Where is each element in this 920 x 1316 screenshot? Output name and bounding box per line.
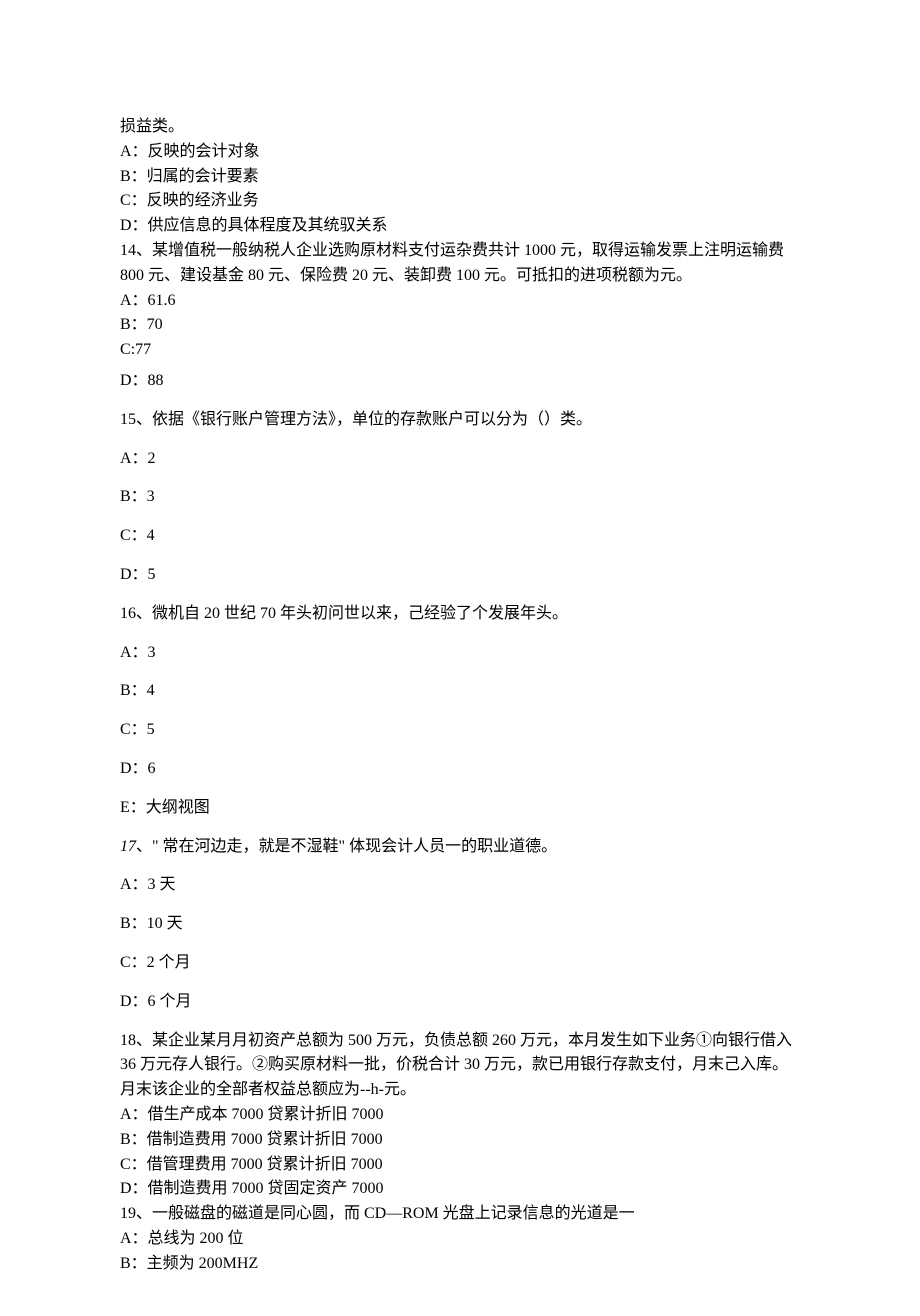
q14-option-b: B：70	[120, 313, 800, 338]
q18-option-d: D：借制造费用 7000 贷固定资产 7000	[120, 1177, 800, 1202]
q15-option-d: D：5	[120, 563, 800, 588]
q17-number: 17	[120, 838, 136, 855]
q15-option-a: A：2	[120, 447, 800, 472]
q17-option-b: B：10 天	[120, 912, 800, 937]
q17-text: 17、" 常在河边走，就是不湿鞋" 体现会计人员一的职业道德。	[120, 835, 800, 860]
q13-tail: 损益类。	[120, 115, 800, 140]
q16-option-d: D：6	[120, 757, 800, 782]
q16-option-c: C：5	[120, 718, 800, 743]
q14-text: 14、某增值税一般纳税人企业选购原材料支付运杂费共计 1000 元，取得运输发票…	[120, 239, 800, 289]
q19-text: 19、一般磁盘的磁道是同心圆，而 CD—ROM 光盘上记录信息的光道是一	[120, 1202, 800, 1227]
q13-option-c: C：反映的经济业务	[120, 189, 800, 214]
q15-text: 15、依据《银行账户管理方法》，单位的存款账户可以分为（）类。	[120, 408, 800, 433]
q13-option-b: B：归属的会计要素	[120, 165, 800, 190]
q19-option-b: B：主频为 200MHZ	[120, 1252, 800, 1277]
q17-rest: 、" 常在河边走，就是不湿鞋" 体现会计人员一的职业道德。	[136, 838, 557, 855]
q18-text: 18、某企业某月月初资产总额为 500 万元，负债总额 260 万元，本月发生如…	[120, 1029, 800, 1103]
q17-option-a: A：3 天	[120, 873, 800, 898]
q16-text: 16、微机自 20 世纪 70 年头初问世以来，己经验了个发展年头。	[120, 602, 800, 627]
q14-option-d: D：88	[120, 369, 800, 394]
document-body: 损益类。 A：反映的会计对象 B：归属的会计要素 C：反映的经济业务 D：供应信…	[0, 0, 920, 1316]
q18-option-a: A：借生产成本 7000 贷累计折旧 7000	[120, 1103, 800, 1128]
q14-option-a: A：61.6	[120, 289, 800, 314]
q16-option-e: E：大纲视图	[120, 796, 800, 821]
q16-option-a: A：3	[120, 641, 800, 666]
q17-option-d: D：6 个月	[120, 990, 800, 1015]
q17-option-c: C：2 个月	[120, 951, 800, 976]
q13-option-d: D：供应信息的具体程度及其统驭关系	[120, 214, 800, 239]
q19-option-a: A：总线为 200 位	[120, 1227, 800, 1252]
q18-option-c: C：借管理费用 7000 贷累计折旧 7000	[120, 1153, 800, 1178]
q15-option-b: B：3	[120, 485, 800, 510]
q18-option-b: B：借制造费用 7000 贷累计折旧 7000	[120, 1128, 800, 1153]
q16-option-b: B：4	[120, 679, 800, 704]
q13-option-a: A：反映的会计对象	[120, 140, 800, 165]
q15-option-c: C：4	[120, 524, 800, 549]
q14-option-c: C:77	[120, 338, 800, 363]
